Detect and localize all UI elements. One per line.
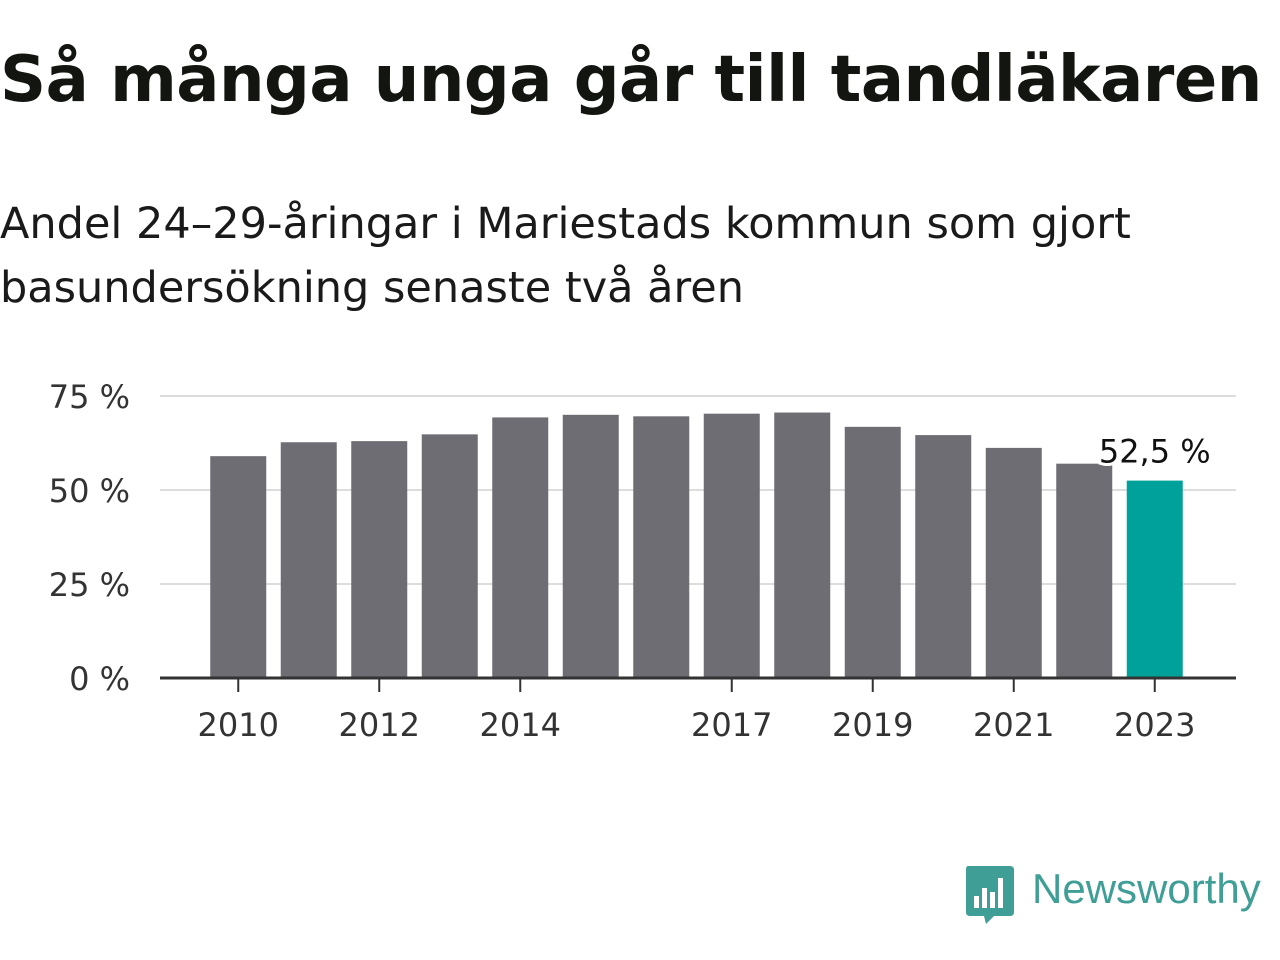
bar bbox=[985, 447, 1042, 678]
bar bbox=[351, 441, 408, 678]
bar bbox=[280, 442, 337, 678]
y-tick-label: 75 % bbox=[49, 378, 130, 416]
bar bbox=[1056, 463, 1113, 678]
bar bbox=[210, 456, 267, 678]
bar bbox=[844, 426, 901, 678]
bar-highlight bbox=[1126, 480, 1183, 678]
y-tick-label: 25 % bbox=[49, 566, 130, 604]
x-tick-label: 2023 bbox=[1114, 706, 1195, 744]
x-tick-label: 2010 bbox=[198, 706, 279, 744]
bar-chart: 0 % 25 % 50 % 75 % 2010 2012 2014 2017 2019 2021 2… bbox=[49, 378, 1236, 744]
x-tick-label: 2019 bbox=[832, 706, 913, 744]
bar bbox=[915, 435, 972, 678]
bar bbox=[562, 414, 619, 678]
x-tick-label: 2017 bbox=[691, 706, 772, 744]
y-tick-label: 50 % bbox=[49, 472, 130, 510]
bar bbox=[633, 416, 690, 678]
bar bbox=[421, 434, 478, 678]
brand-name: Newsworthy bbox=[1032, 865, 1261, 912]
chart-title: Så många unga går till tandläkaren bbox=[0, 43, 1262, 117]
x-tick-label: 2012 bbox=[339, 706, 420, 744]
chart-subtitle: Andel 24–29-åringar i Mariestads kommun … bbox=[0, 199, 1131, 313]
bar-chart-speech-bubble-icon bbox=[966, 866, 1014, 924]
x-tick-label: 2014 bbox=[480, 706, 561, 744]
highlight-data-label: 52,5 % bbox=[1099, 433, 1211, 471]
bar bbox=[492, 417, 549, 678]
x-tick-label: 2021 bbox=[973, 706, 1054, 744]
newsworthy-logo: Newsworthy bbox=[964, 862, 1276, 926]
y-tick-label: 0 % bbox=[69, 660, 130, 698]
bar bbox=[774, 412, 831, 678]
bar bbox=[703, 413, 760, 678]
